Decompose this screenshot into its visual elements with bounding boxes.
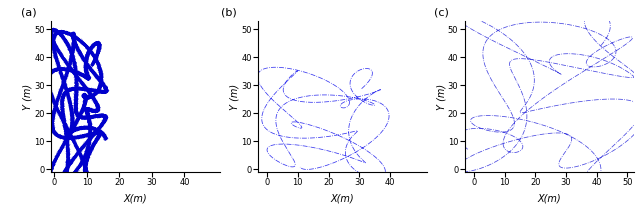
Y-axis label: Y (m): Y (m) — [230, 84, 239, 110]
X-axis label: X(m): X(m) — [331, 193, 354, 203]
Text: (c): (c) — [434, 8, 449, 18]
X-axis label: X(m): X(m) — [124, 193, 147, 203]
Text: (b): (b) — [221, 8, 236, 18]
Y-axis label: Y (m): Y (m) — [23, 84, 33, 110]
Text: (a): (a) — [20, 8, 36, 18]
Y-axis label: Y (m): Y (m) — [436, 84, 446, 110]
X-axis label: X(m): X(m) — [538, 193, 561, 203]
